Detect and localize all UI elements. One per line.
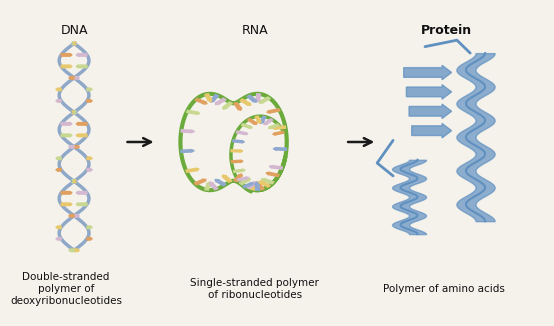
FancyArrow shape [74,42,76,45]
FancyArrow shape [74,214,79,217]
Text: RNA: RNA [242,24,268,37]
FancyArrow shape [69,76,74,79]
FancyArrow shape [254,182,260,190]
FancyArrow shape [186,168,199,172]
Text: Polymer of amino acids: Polymer of amino acids [383,284,505,294]
FancyArrow shape [231,160,243,163]
FancyArrow shape [74,180,76,183]
FancyArrow shape [215,179,226,186]
FancyArrow shape [237,177,249,181]
FancyArrow shape [72,111,74,114]
FancyArrow shape [61,203,72,206]
FancyArrow shape [266,172,279,177]
FancyArrow shape [61,53,72,56]
FancyArrow shape [74,111,76,114]
FancyArrow shape [69,145,74,148]
FancyArrow shape [74,76,79,79]
FancyArrow shape [72,42,74,45]
FancyArrow shape [407,85,452,99]
FancyArrow shape [247,95,257,102]
FancyArrow shape [61,191,72,194]
FancyArrow shape [87,226,93,229]
FancyArrow shape [409,104,452,119]
FancyArrow shape [56,88,61,91]
FancyArrow shape [272,126,285,129]
FancyArrow shape [261,179,274,184]
FancyArrow shape [255,116,261,123]
Text: DNA: DNA [60,24,88,37]
FancyArrow shape [248,119,257,125]
FancyArrow shape [259,181,270,187]
FancyArrow shape [87,88,93,91]
FancyArrow shape [210,95,219,102]
FancyArrow shape [187,110,200,114]
FancyArrow shape [76,191,87,194]
FancyArrow shape [231,150,243,152]
FancyArrow shape [56,168,61,171]
FancyArrow shape [404,65,452,80]
FancyArrow shape [260,116,266,123]
FancyArrow shape [205,94,212,102]
FancyArrow shape [205,182,212,190]
FancyArrow shape [239,178,250,185]
FancyArrow shape [215,98,226,105]
FancyArrow shape [56,237,61,240]
FancyArrow shape [243,183,253,188]
FancyArrow shape [412,124,452,138]
FancyArrow shape [181,149,194,153]
FancyArrow shape [223,175,232,182]
FancyArrow shape [247,182,256,189]
FancyArrow shape [234,102,242,110]
FancyArrow shape [273,147,286,150]
FancyArrow shape [236,131,248,135]
FancyArrow shape [61,122,72,125]
FancyArrow shape [195,98,207,104]
FancyArrow shape [264,119,273,125]
FancyArrow shape [76,65,87,68]
FancyArrow shape [266,109,280,113]
FancyArrow shape [61,65,72,68]
FancyArrow shape [74,249,79,252]
FancyArrow shape [76,134,87,137]
FancyArrow shape [69,214,74,217]
FancyArrow shape [76,203,87,206]
Text: Double-stranded
polymer of
deoxyribonucleotides: Double-stranded polymer of deoxyribonucl… [10,273,122,306]
FancyArrow shape [268,124,279,128]
FancyArrow shape [233,140,244,143]
FancyArrow shape [76,122,87,125]
FancyArrow shape [56,226,61,229]
FancyArrow shape [269,165,283,169]
FancyArrow shape [259,97,270,103]
FancyArrow shape [181,130,194,133]
FancyArrow shape [87,157,93,160]
Text: Single-stranded polymer
of ribonucleotides: Single-stranded polymer of ribonucleotid… [191,278,319,300]
FancyArrow shape [209,182,218,190]
FancyArrow shape [74,145,79,148]
FancyArrow shape [56,99,61,102]
FancyArrow shape [76,53,87,56]
FancyArrow shape [223,102,232,109]
FancyArrow shape [194,179,206,185]
FancyArrow shape [255,94,260,102]
FancyArrow shape [56,157,61,160]
FancyArrow shape [61,134,72,137]
FancyArrow shape [87,237,93,240]
FancyArrow shape [242,124,252,128]
FancyArrow shape [72,180,74,183]
FancyArrow shape [251,182,258,190]
FancyArrow shape [69,249,74,252]
FancyArrow shape [240,99,251,105]
FancyArrow shape [233,169,245,172]
FancyArrow shape [87,99,93,102]
FancyArrow shape [87,168,93,171]
FancyArrow shape [256,182,264,190]
FancyArrow shape [273,131,284,135]
FancyArrow shape [234,174,242,182]
Text: Protein: Protein [420,24,472,37]
